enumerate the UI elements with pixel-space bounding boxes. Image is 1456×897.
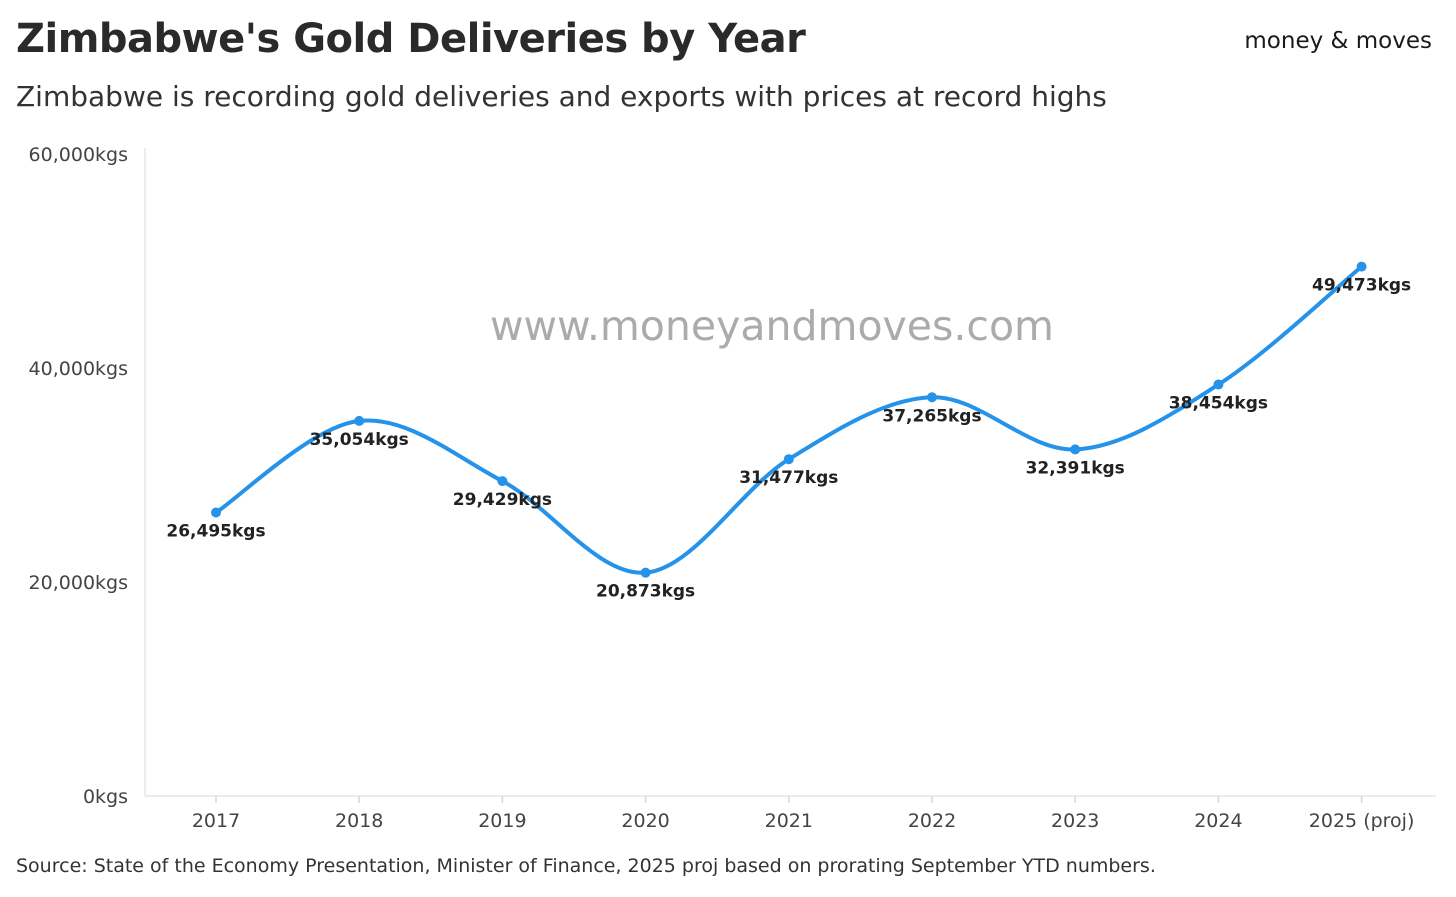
x-tick-label: 2017 [192, 810, 240, 832]
data-point [497, 476, 508, 487]
x-tick-label: 2022 [908, 810, 956, 832]
data-label: 20,873kgs [596, 582, 695, 602]
brand-logo: money & moves [1244, 28, 1432, 54]
y-axis-ticks: 0kgs 20,000kgs 40,000kgs 60,000kgs [29, 144, 128, 808]
watermark: www.moneyandmoves.com [490, 302, 1054, 350]
y-tick-label: 20,000kgs [29, 572, 128, 594]
data-label: 37,265kgs [882, 406, 981, 426]
x-tick-label: 2023 [1051, 810, 1099, 832]
x-tick-label: 2019 [478, 810, 526, 832]
data-point [927, 392, 937, 403]
x-tick-label: 2021 [765, 810, 813, 832]
source-note: Source: State of the Economy Presentatio… [16, 855, 1156, 877]
data-point [354, 415, 365, 426]
data-label: 32,391kgs [1026, 458, 1125, 478]
series-line [214, 264, 1364, 575]
chart-title: Zimbabwe's Gold Deliveries by Year [16, 16, 806, 62]
data-label: 31,477kgs [739, 468, 838, 488]
data-label: 35,054kgs [310, 430, 409, 450]
x-tick-label: 2025 (proj) [1309, 810, 1415, 832]
data-point [1356, 261, 1367, 272]
data-point [640, 567, 651, 578]
data-label: 49,473kgs [1312, 276, 1411, 296]
data-label: 29,429kgs [453, 490, 552, 510]
x-tick-label: 2018 [335, 810, 383, 832]
data-point [211, 507, 221, 518]
x-tick-label: 2024 [1194, 810, 1242, 832]
data-point [1213, 379, 1224, 390]
y-tick-label: 60,000kgs [29, 144, 128, 166]
data-label: 38,454kgs [1169, 394, 1268, 414]
data-label: 26,495kgs [166, 522, 265, 542]
data-point [783, 454, 794, 465]
y-tick-label: 40,000kgs [29, 358, 128, 380]
data-points [211, 261, 1367, 578]
chart-subtitle: Zimbabwe is recording gold deliveries an… [16, 80, 1107, 113]
x-axis-ticks: 2017 2018 2019 2020 2021 2022 2023 2024 2025 (pr… [192, 796, 1415, 832]
data-labels: 26,495kgs 35,054kgs 29,429kgs 20,873kgs 31,4… [166, 276, 1411, 602]
y-tick-label: 0kgs [83, 786, 128, 808]
x-tick-label: 2020 [621, 810, 669, 832]
axes [144, 148, 1436, 797]
data-point [1070, 444, 1081, 455]
